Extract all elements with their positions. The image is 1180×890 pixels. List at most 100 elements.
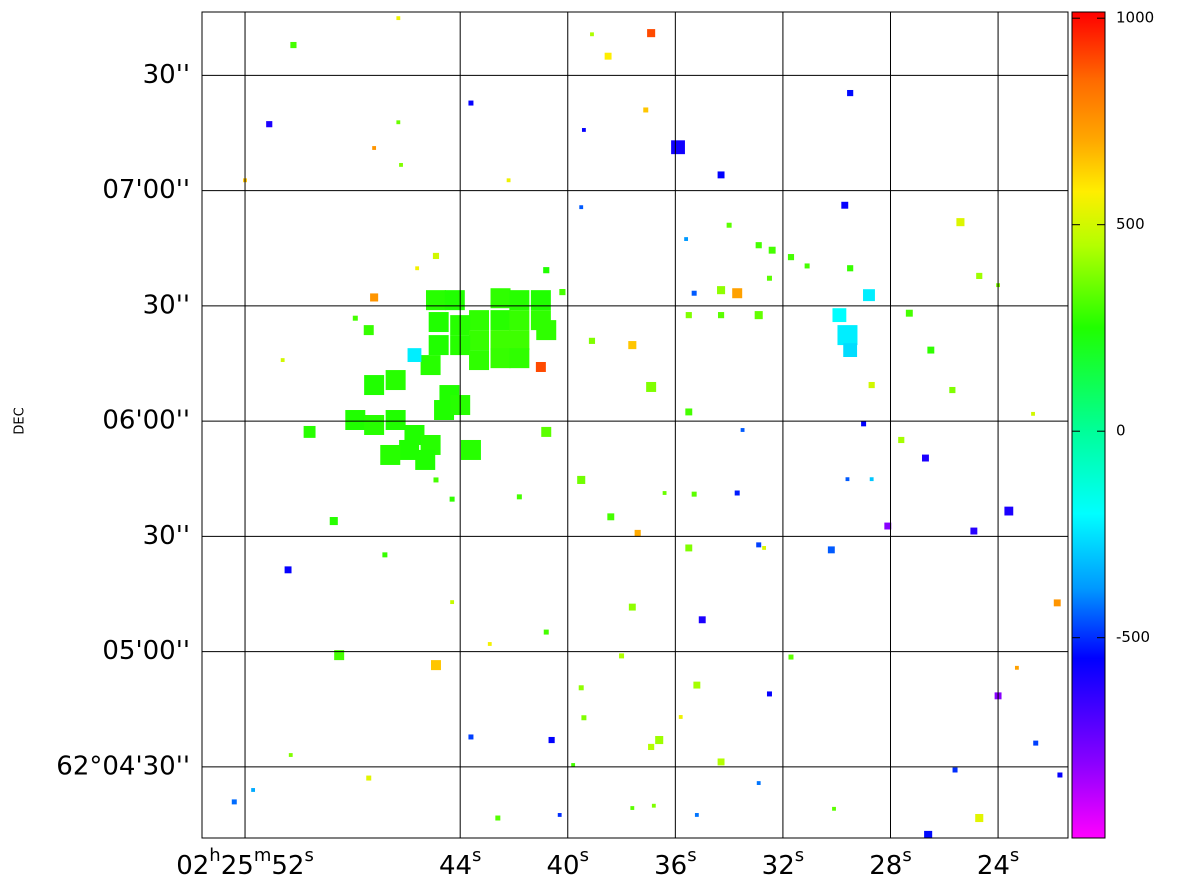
velocity-pixel [304, 426, 316, 438]
velocity-pixel [805, 263, 810, 268]
velocity-pixel [579, 685, 584, 690]
velocity-pixel [364, 325, 374, 335]
x-tick-label: 02h25m52s [176, 845, 314, 881]
velocity-pixel [415, 450, 435, 470]
velocity-pixel [468, 101, 473, 106]
velocity-pixel [509, 330, 529, 350]
velocity-pixel [579, 205, 583, 209]
velocity-pixel [386, 370, 406, 390]
chart: DEC 02h25m52s44s40s36s32s28s24s30''07'00… [0, 0, 1180, 890]
velocity-pixel [549, 737, 555, 743]
velocity-pixel [495, 816, 500, 821]
x-tick-label: 24s [977, 845, 1019, 881]
velocity-pixel [1057, 772, 1062, 777]
velocity-pixel [382, 552, 387, 557]
velocity-pixel [491, 288, 511, 308]
velocity-pixel [571, 763, 575, 767]
velocity-pixel [647, 29, 655, 37]
velocity-pixel [491, 330, 511, 350]
colorbar-tick-label: 500 [1116, 215, 1145, 233]
velocity-pixel [646, 382, 656, 392]
velocity-pixel [607, 513, 614, 520]
velocity-pixel [643, 107, 648, 112]
velocity-pixel [509, 290, 529, 310]
velocity-pixel [232, 799, 237, 804]
y-tick-label: 30'' [143, 60, 190, 90]
velocity-pixel [266, 121, 272, 127]
velocity-pixel [396, 120, 400, 124]
velocity-pixel [692, 492, 697, 497]
velocity-pixel [345, 410, 365, 430]
velocity-pixel [469, 350, 489, 370]
velocity-pixel [863, 289, 875, 301]
velocity-pixel [684, 237, 688, 241]
velocity-pixel [330, 517, 338, 525]
velocity-pixel [431, 660, 441, 670]
velocity-pixel [847, 265, 853, 271]
velocity-pixel [652, 804, 656, 808]
velocity-pixel [590, 32, 594, 36]
velocity-pixel [364, 375, 384, 395]
velocity-pixel [843, 343, 857, 357]
x-tick-label: 44s [439, 845, 481, 881]
velocity-pixel [421, 355, 441, 375]
velocity-pixel [399, 163, 403, 167]
velocity-pixel [285, 566, 292, 573]
velocity-pixel [898, 437, 904, 443]
y-tick-label: 30'' [143, 521, 190, 551]
velocity-pixel [536, 362, 546, 372]
y-tick-label: 06'00'' [102, 406, 190, 436]
velocity-pixel [692, 291, 697, 296]
plot-frame [202, 12, 1068, 838]
velocity-pixel [468, 734, 473, 739]
velocity-pixel [927, 347, 934, 354]
velocity-pixel [558, 813, 562, 817]
velocity-pixel [289, 753, 293, 757]
velocity-pixel [461, 440, 481, 460]
velocity-pixel [847, 90, 853, 96]
velocity-pixel [953, 768, 958, 773]
velocity-pixel [756, 542, 761, 547]
velocity-pixel [509, 348, 529, 368]
velocity-pixel [517, 494, 522, 499]
velocity-pixel [380, 445, 400, 465]
velocity-pixel [685, 544, 692, 551]
colorbar [1072, 12, 1105, 838]
colorbar-tick-label: 0 [1116, 422, 1126, 440]
velocity-pixel [906, 310, 913, 317]
velocity-pixel [488, 642, 492, 646]
y-tick-label: 07'00'' [102, 175, 190, 205]
velocity-pixel [846, 477, 850, 481]
y-tick-label: 62°04'30'' [56, 751, 190, 781]
velocity-pixel [491, 348, 511, 368]
velocity-pixel [732, 288, 742, 298]
y-tick-label: 05'00'' [102, 636, 190, 666]
velocity-pixel [788, 254, 794, 260]
velocity-pixel [469, 310, 489, 330]
velocity-pixel [671, 140, 685, 154]
velocity-pixel [717, 286, 725, 294]
velocity-pixel [415, 266, 419, 270]
velocity-pixel [976, 273, 982, 279]
velocity-pixel [970, 528, 977, 535]
velocity-pixel [767, 276, 772, 281]
velocity-pixel [509, 310, 529, 330]
velocity-pixel [429, 312, 449, 332]
velocity-pixel [629, 604, 636, 611]
y-axis-title: DEC [13, 407, 28, 434]
velocity-pixel [433, 477, 438, 482]
velocity-pixel [1015, 666, 1019, 670]
colorbar-tick-label: -500 [1116, 628, 1150, 646]
velocity-pixel [769, 247, 776, 254]
velocity-pixel [655, 736, 663, 744]
velocity-pixel [762, 546, 766, 550]
velocity-pixel [426, 290, 446, 310]
image-layer [232, 16, 1063, 839]
velocity-pixel [679, 715, 683, 719]
velocity-pixel [648, 744, 654, 750]
x-tick-label: 40s [547, 845, 589, 881]
velocity-pixel [1033, 741, 1038, 746]
velocity-pixel [832, 807, 836, 811]
velocity-pixel [559, 289, 565, 295]
y-tick-label: 30'' [143, 290, 190, 320]
